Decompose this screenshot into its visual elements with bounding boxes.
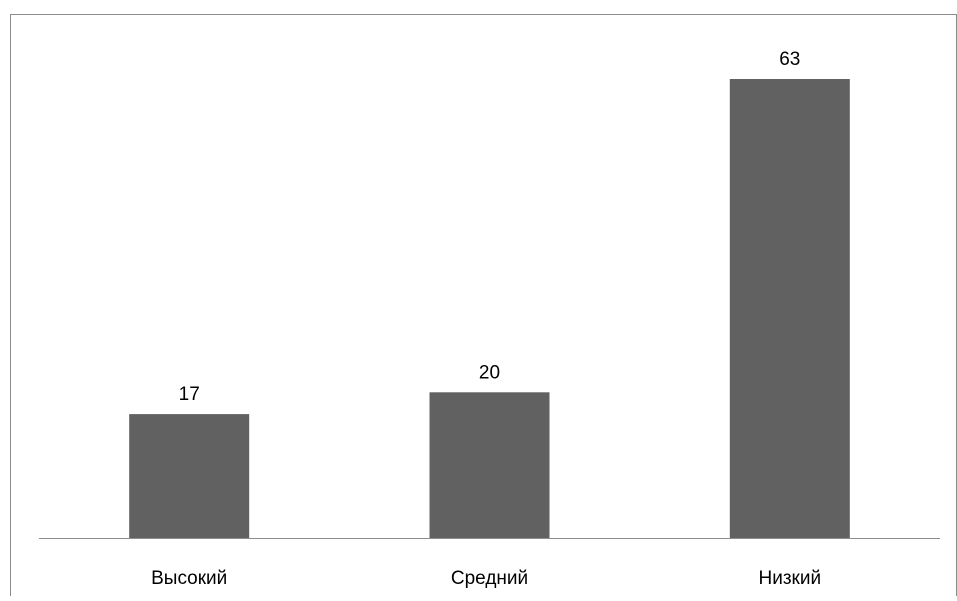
bar-2 bbox=[429, 392, 550, 538]
bar-1 bbox=[129, 414, 250, 538]
x-tick-label-2: Средний bbox=[451, 568, 528, 589]
bars-layer bbox=[129, 79, 850, 538]
data-label-1: 17 bbox=[179, 384, 200, 405]
data-label-3: 63 bbox=[779, 49, 800, 70]
data-labels-layer: 17 20 63 bbox=[179, 49, 801, 405]
x-tick-label-1: Высокий bbox=[151, 568, 227, 589]
x-tick-label-3: Низкий bbox=[759, 568, 822, 589]
x-tick-labels-layer: Высокий Средний Низкий bbox=[151, 568, 821, 589]
bar-3 bbox=[729, 79, 850, 538]
data-label-2: 20 bbox=[479, 362, 500, 383]
